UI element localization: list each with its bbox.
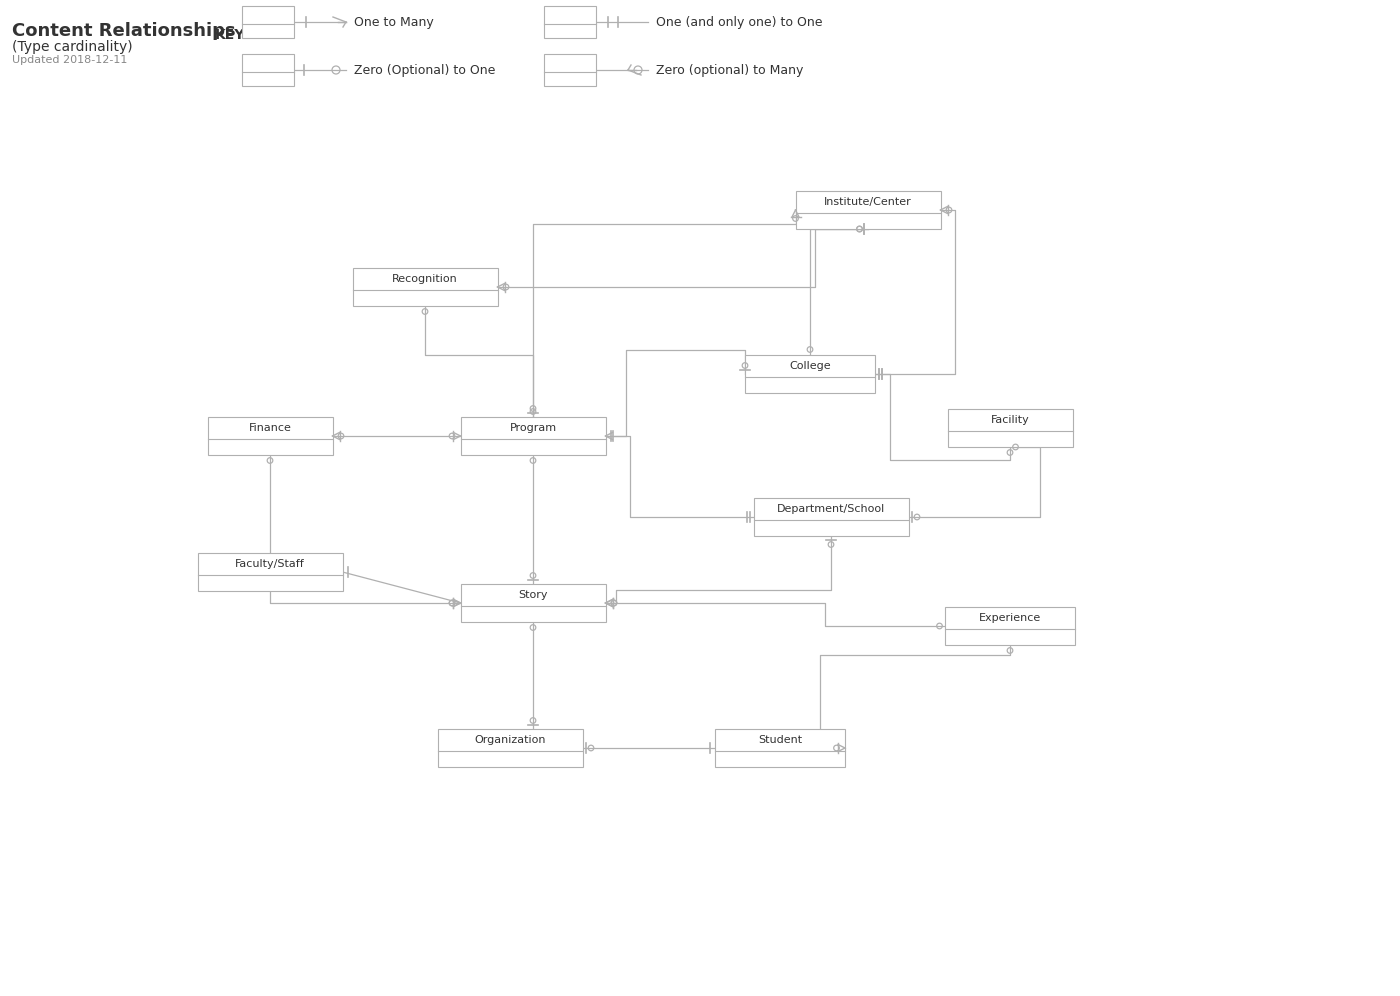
Text: Experience: Experience (979, 613, 1042, 623)
Bar (461, 584, 605, 622)
Text: College: College (790, 361, 830, 372)
Bar (753, 498, 909, 536)
Text: Faculty/Staff: Faculty/Staff (235, 559, 305, 569)
Bar (353, 268, 497, 306)
Text: Finance: Finance (249, 423, 291, 433)
Bar (715, 729, 846, 767)
Bar (945, 607, 1075, 645)
Text: Recognition: Recognition (392, 274, 458, 284)
Text: (Type cardinality): (Type cardinality) (13, 40, 133, 54)
Bar (461, 417, 605, 455)
Text: KEY:: KEY: (216, 28, 249, 42)
Bar (545, 6, 596, 38)
Text: Institute/Center: Institute/Center (825, 197, 911, 207)
Text: One (and only one) to One: One (and only one) to One (657, 16, 823, 29)
Text: Story: Story (518, 590, 547, 600)
Bar (745, 355, 875, 393)
Text: Zero (Optional) to One: Zero (Optional) to One (354, 64, 496, 77)
Bar (437, 729, 582, 767)
Text: Student: Student (757, 735, 802, 745)
Text: Content Relationships: Content Relationships (13, 22, 235, 40)
Text: Program: Program (510, 423, 557, 433)
Text: One to Many: One to Many (354, 16, 434, 29)
Bar (197, 553, 343, 591)
Bar (545, 54, 596, 86)
Bar (795, 191, 941, 229)
Text: Department/School: Department/School (777, 504, 885, 514)
Bar (242, 54, 294, 86)
Bar (948, 409, 1072, 447)
Text: Organization: Organization (475, 735, 546, 745)
Text: Zero (optional) to Many: Zero (optional) to Many (657, 64, 804, 77)
Text: Updated 2018-12-11: Updated 2018-12-11 (13, 55, 127, 65)
Bar (242, 6, 294, 38)
Text: Facility: Facility (991, 415, 1029, 425)
Bar (207, 417, 333, 455)
